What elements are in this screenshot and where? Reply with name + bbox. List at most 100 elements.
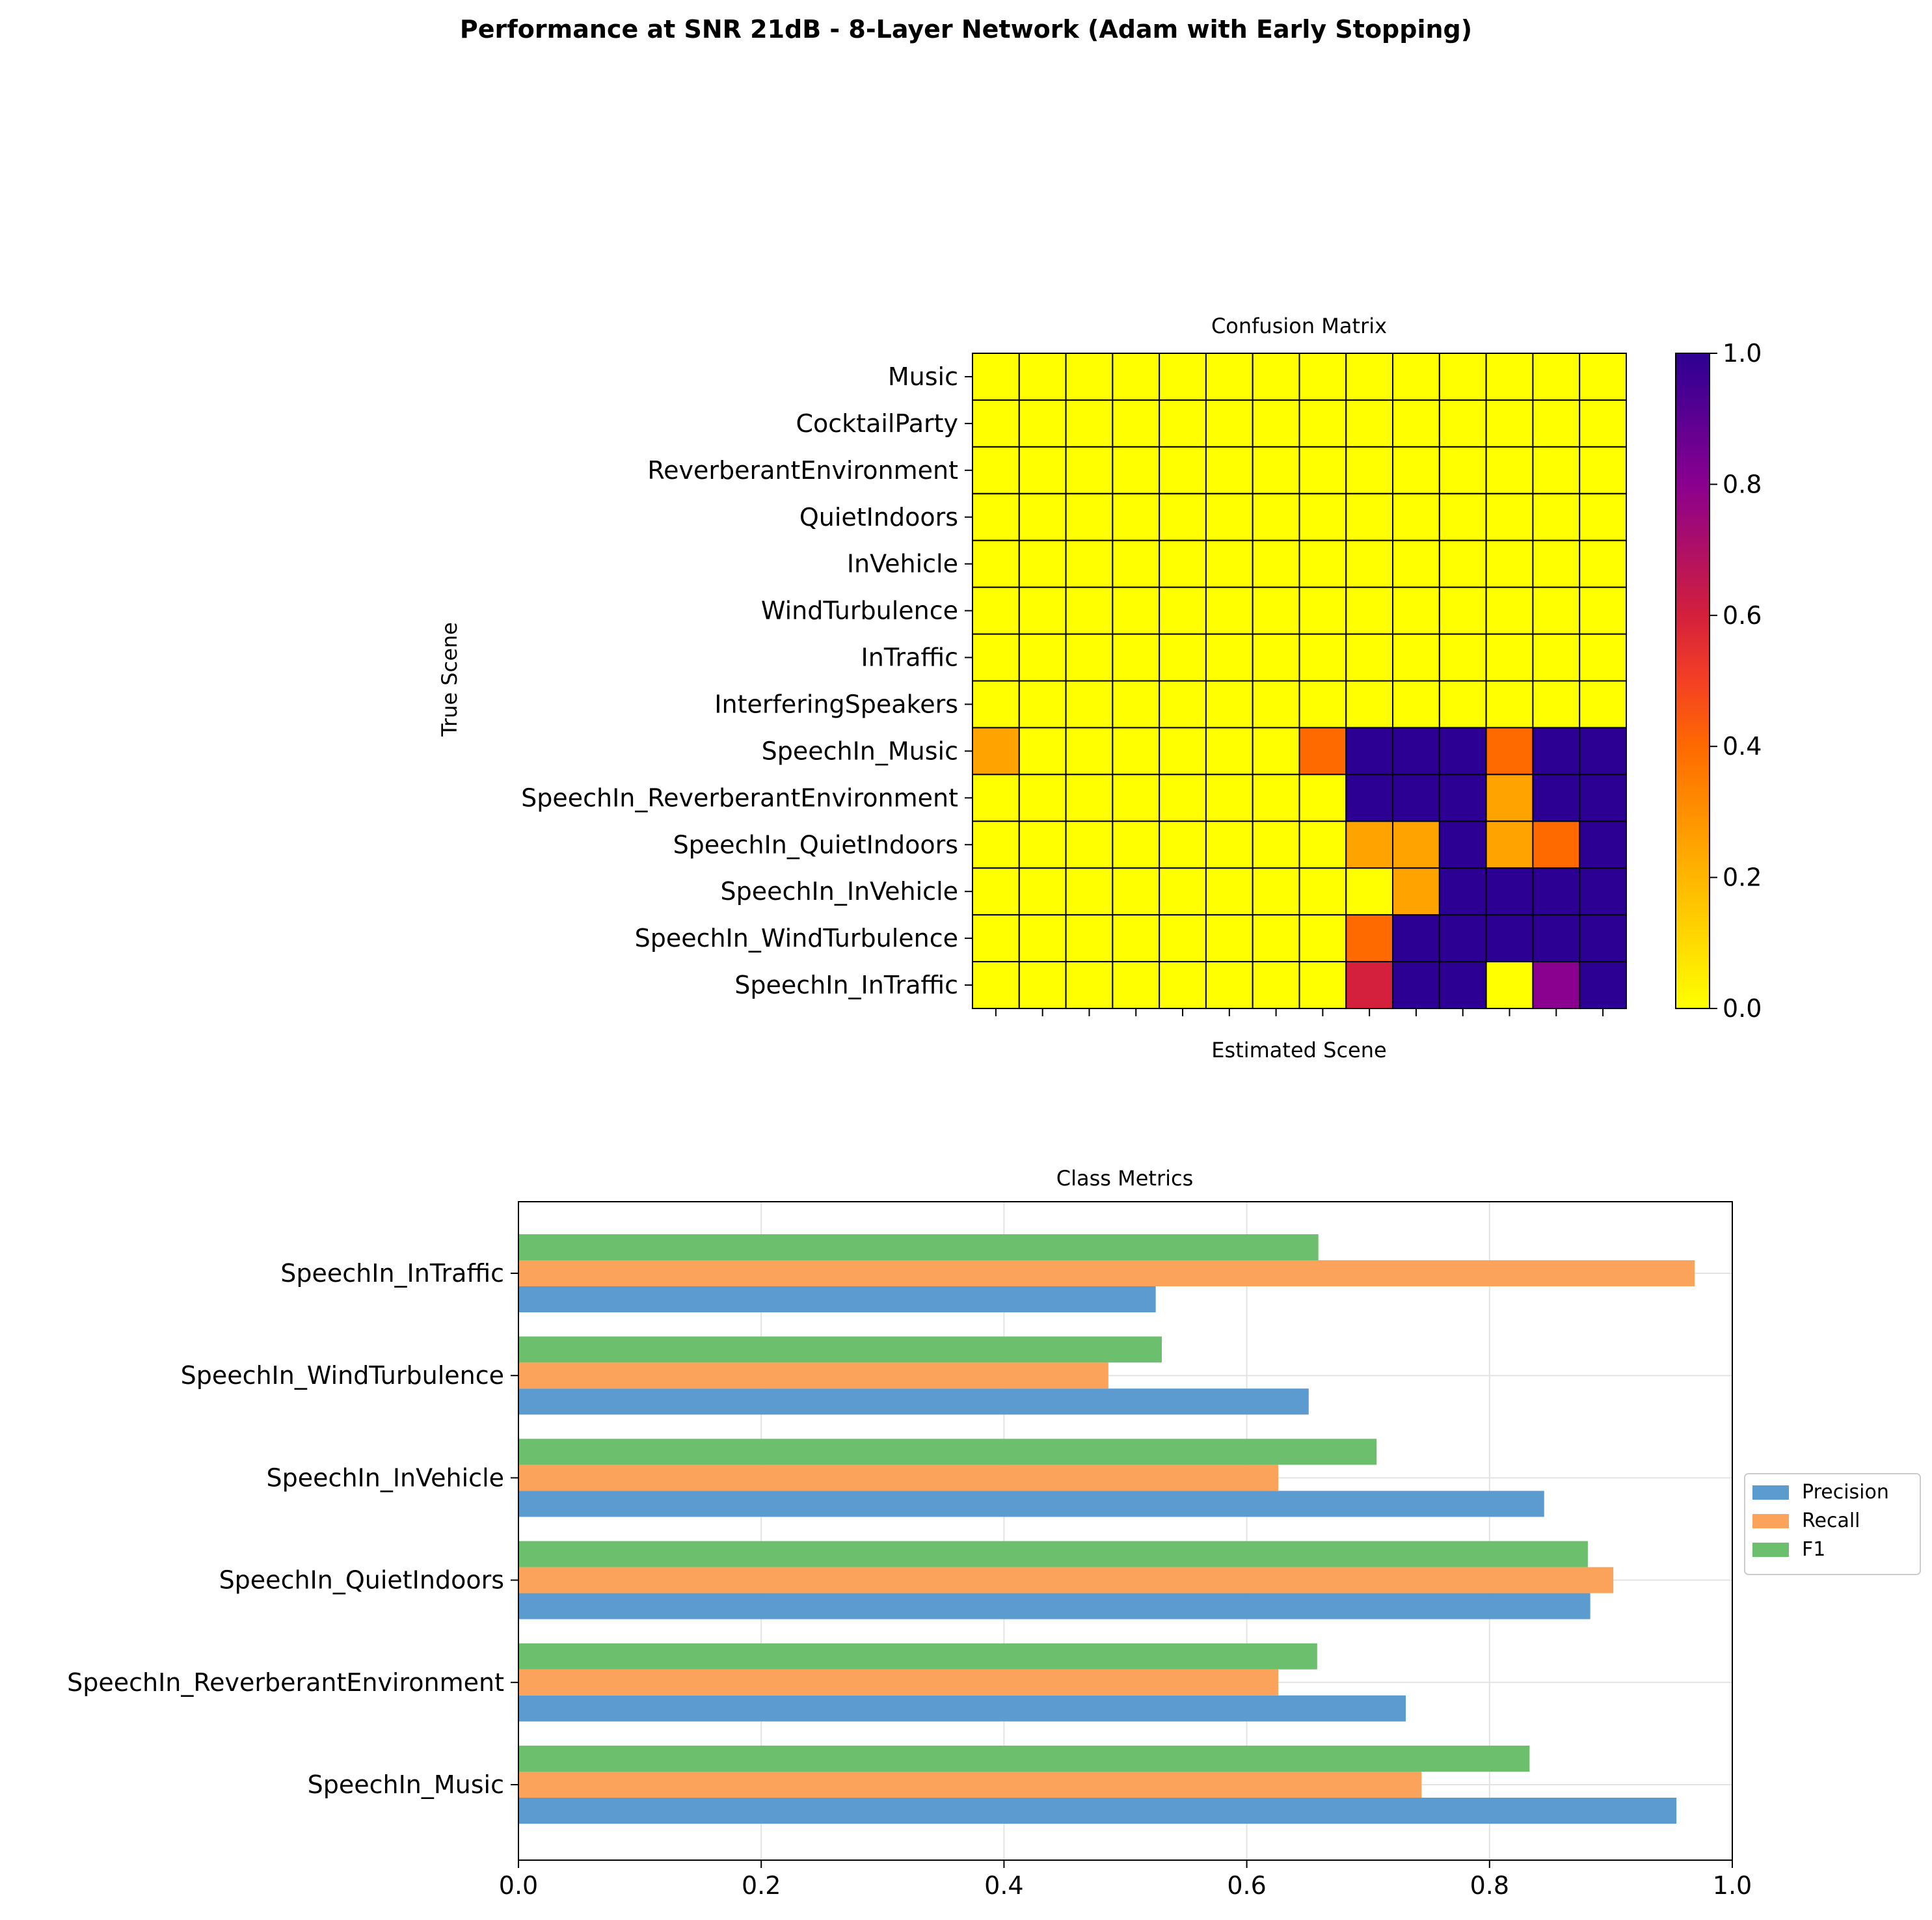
heatmap-cell [1579,353,1628,401]
confusion-matrix-title: Confusion Matrix [1211,314,1387,338]
heatmap-row-label: InTraffic [861,643,958,672]
heatmap-cell [1298,586,1347,635]
heatmap-row-labels: Music CocktailParty ReverberantEnvironment… [521,362,973,999]
heatmap-cell [1252,586,1300,635]
heatmap-cell [1392,353,1440,401]
heatmap-cell [1345,680,1394,729]
heatmap-cell [1205,961,1254,1009]
heatmap-cell [1112,493,1161,541]
heatmap-cell [1112,914,1161,963]
heatmap-cell [972,633,1020,682]
colorbar-gradient [1675,353,1710,1009]
heatmap-cell [1438,961,1487,1009]
bar-recall [518,1362,1108,1389]
heatmap-cell [1018,820,1067,869]
heatmap-cell [1392,914,1440,963]
heatmap-cell [1112,961,1161,1009]
heatmap-cell [972,399,1020,448]
heatmap-cell [1159,727,1207,776]
heatmap-cell [1485,493,1534,541]
heatmap-cell [1159,867,1207,916]
heatmap-cell [1065,633,1114,682]
colorbar-tick-label: 0.4 [1723,732,1762,761]
heatmap-row-label: SpeechIn_WindTurbulence [635,924,958,953]
heatmap-cell [1579,727,1628,776]
heatmap-cell [1485,539,1534,588]
heatmap-cell [1018,539,1067,588]
legend-label: Precision [1802,1481,1889,1504]
heatmap-cell [1298,539,1347,588]
heatmap-cell [1438,914,1487,963]
heatmap-cell [1532,774,1581,822]
heatmap-cell [1205,727,1254,776]
heatmap-cell [1532,961,1581,1009]
heatmap-cell [1532,539,1581,588]
heatmap-row-label: WindTurbulence [761,597,958,625]
heatmap-cell [1065,539,1114,588]
bar-marks [518,1234,1695,1824]
heatmap-cell [1345,539,1394,588]
heatmap-row-label: Music [888,362,958,391]
colorbar-tick-label: 0.0 [1723,994,1762,1023]
heatmap-cell [1485,353,1534,401]
heatmap-cell [1579,867,1628,916]
heatmap-cell [1438,446,1487,494]
heatmap-cell [1392,680,1440,729]
heatmap-cell [1298,774,1347,822]
heatmap-cell [972,961,1020,1009]
heatmap-cell [1065,399,1114,448]
heatmap-cell [1392,493,1440,541]
heatmap-cell [1018,493,1067,541]
heatmap-cell [1438,539,1487,588]
heatmap-cell [1532,820,1581,869]
heatmap-cell [1159,446,1207,494]
heatmap-cell [1579,539,1628,588]
heatmap-cell [1252,820,1300,869]
heatmap-y-axis-label: True Scene [437,622,462,737]
heatmap-cell [1579,820,1628,869]
heatmap-cell [1065,867,1114,916]
bar-f1 [518,1746,1530,1772]
heatmap-cell [1112,399,1161,448]
heatmap-cell [1159,820,1207,869]
bar-f1 [518,1439,1377,1465]
heatmap-row-label: QuietIndoors [799,503,958,532]
confusion-matrix-chart: Confusion Matrix Music CocktailParty Rever… [437,314,1762,1062]
heatmap-cell [1298,727,1347,776]
bar-x-tick-label: 0.2 [742,1871,781,1900]
bar-precision [518,1286,1156,1312]
heatmap-cells [972,353,1628,1009]
heatmap-cell [1018,961,1067,1009]
heatmap-cell [972,820,1020,869]
heatmap-cell [1298,914,1347,963]
heatmap-cell [1298,820,1347,869]
heatmap-cell [972,353,1020,401]
heatmap-cell [1205,680,1254,729]
heatmap-cell [1112,867,1161,916]
colorbar-ticks: 0.0 0.2 0.4 0.6 0.8 1.0 [1710,339,1762,1023]
heatmap-cell [1298,493,1347,541]
bar-category-label: SpeechIn_Music [308,1770,504,1799]
heatmap-cell [1205,914,1254,963]
bar-category-label: SpeechIn_QuietIndoors [219,1566,504,1595]
heatmap-cell [1159,399,1207,448]
heatmap-cell [972,774,1020,822]
heatmap-row-label: InterferingSpeakers [714,690,958,718]
heatmap-cell [1018,774,1067,822]
heatmap-cell [1392,539,1440,588]
heatmap-cell [1205,633,1254,682]
heatmap-cell [1112,774,1161,822]
heatmap-cell [1159,586,1207,635]
heatmap-cell [1205,353,1254,401]
heatmap-cell [972,446,1020,494]
bar-x-tick-label: 0.8 [1470,1871,1509,1900]
heatmap-cell [1532,586,1581,635]
bar-f1 [518,1643,1317,1670]
heatmap-cell [1532,680,1581,729]
heatmap-cell [1532,633,1581,682]
heatmap-cell [1438,493,1487,541]
heatmap-cell [1159,493,1207,541]
heatmap-cell [1485,586,1534,635]
heatmap-cell [972,680,1020,729]
